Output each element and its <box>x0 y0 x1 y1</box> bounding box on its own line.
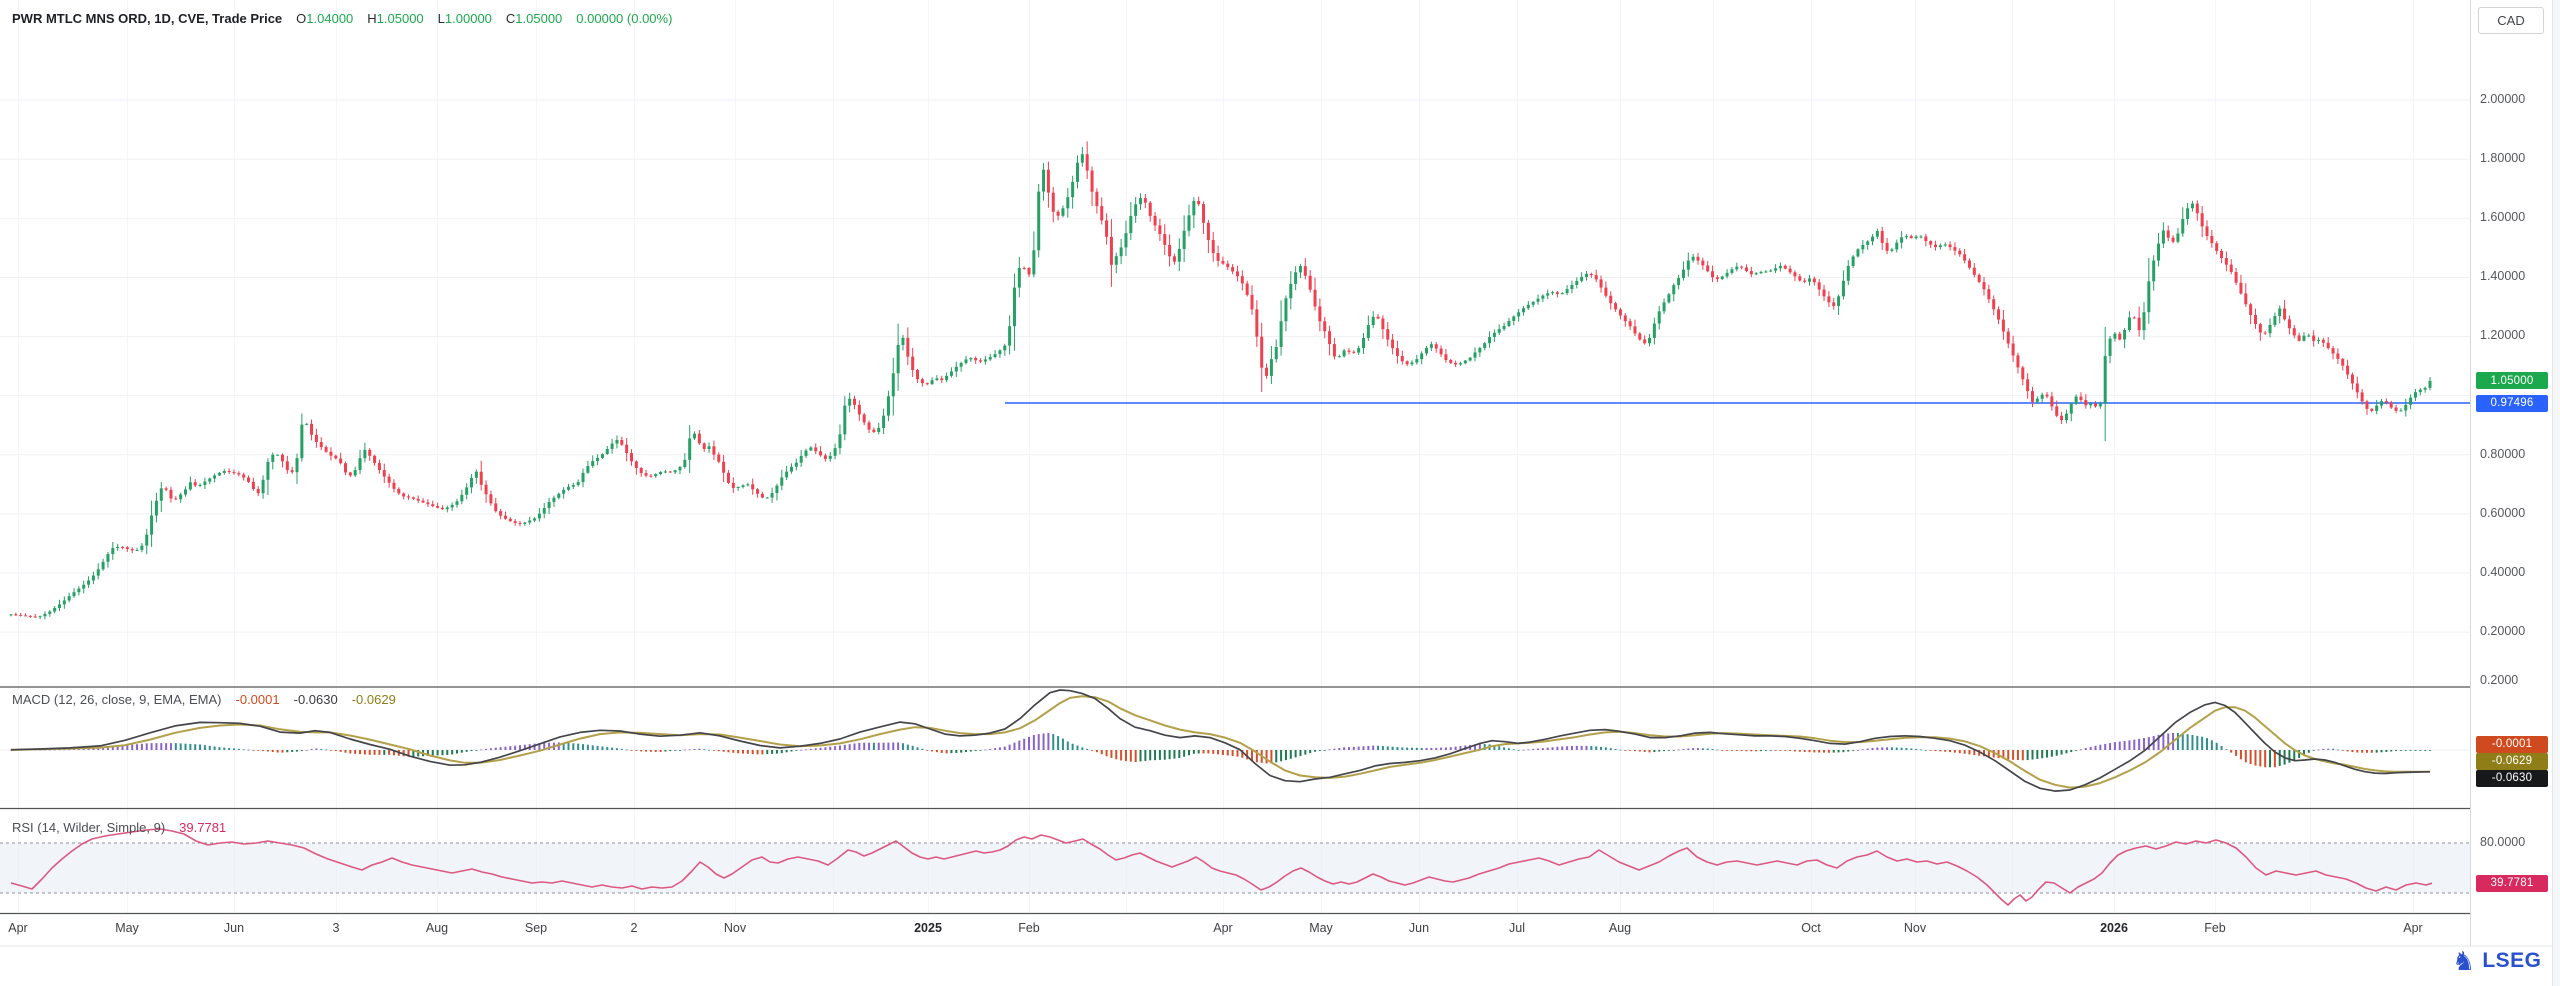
macd-hist-badge: -0.0001 <box>2476 735 2548 753</box>
instrument-legend[interactable]: PWR MTLC MNS ORD, 1D, CVE, Trade Price O… <box>12 11 672 26</box>
time-tick-year: 2026 <box>2100 921 2128 935</box>
ohlc-open: O1.04000 <box>296 11 354 26</box>
time-tick: Aug <box>1608 921 1632 935</box>
time-tick: Aug <box>425 921 449 935</box>
rsi-axis-label: 80.0000 <box>2480 835 2526 849</box>
macd-line <box>10 689 2431 792</box>
macd-signal-line <box>10 695 2430 789</box>
time-tick: 3 <box>332 921 340 935</box>
time-tick: Oct <box>1801 921 1821 935</box>
time-tick: Sep <box>524 921 548 935</box>
time-tick: May <box>1309 921 1333 935</box>
time-tick: Jul <box>1509 921 1525 935</box>
rsi-label: RSI (14, Wilder, Simple, 9) <box>12 820 166 835</box>
time-tick: Nov <box>1903 921 1927 935</box>
time-tick: Jun <box>223 921 245 935</box>
price-axis-label: 0.60000 <box>2480 505 2526 520</box>
time-axis[interactable]: Apr May Jun 3 Aug Sep 2 Nov 2025 Feb Apr May Jun Jul A… <box>0 921 2470 941</box>
time-tick: Feb <box>2204 921 2226 935</box>
time-tick: 2 <box>630 921 638 935</box>
macd-histogram <box>10 732 2431 768</box>
price-axis-label: 1.60000 <box>2480 210 2526 225</box>
price-axis-label: 1.80000 <box>2480 151 2526 166</box>
rsi-line <box>10 828 2433 906</box>
time-tick: Feb <box>1018 921 1040 935</box>
price-axis-label: 1.20000 <box>2480 328 2526 343</box>
macd-hist-value: -0.0001 <box>235 692 280 707</box>
lseg-logo-text: LSEG <box>2482 949 2542 972</box>
scrollbar[interactable] <box>2552 0 2560 986</box>
macd-line-value: -0.0630 <box>293 692 338 707</box>
macd-label: MACD (12, 26, close, 9, EMA, EMA) <box>12 692 222 707</box>
candlestick-series <box>9 141 2432 620</box>
macd-signal-badge: -0.0629 <box>2476 752 2548 770</box>
rsi-band <box>0 843 2470 893</box>
price-axis-label: 0.20000 <box>2480 624 2526 639</box>
currency-selector[interactable]: CAD <box>2478 7 2544 34</box>
time-tick: Apr <box>8 921 28 935</box>
ohlc-high: H1.05000 <box>367 11 424 26</box>
price-axis[interactable]: CAD 2.00000 1.80000 1.60000 1.40000 1.20000 0… <box>2470 0 2552 986</box>
lseg-crest-icon: ♞ <box>2452 946 2476 976</box>
last-price-badge: 1.05000 <box>2476 372 2548 390</box>
price-axis-label: 2.00000 <box>2480 92 2526 106</box>
rsi-badge: 39.7781 <box>2476 874 2548 892</box>
time-tick: Apr <box>1213 921 1233 935</box>
ohlc-close: C1.05000 <box>505 11 563 26</box>
time-tick: Jun <box>1408 921 1430 935</box>
time-tick: Nov <box>723 921 747 935</box>
macd-signal-value: -0.0629 <box>351 692 396 707</box>
lseg-logo: ♞ LSEG <box>2452 948 2542 974</box>
ohlc-low: L1.00000 <box>437 11 492 26</box>
rsi-value: 39.7781 <box>179 820 227 835</box>
instrument-title: PWR MTLC MNS ORD, 1D, CVE, Trade Price <box>12 11 283 26</box>
price-change: 0.00000 (0.00%) <box>576 11 673 26</box>
macd-line-badge: -0.0630 <box>2476 769 2548 787</box>
price-axis-label: 0.80000 <box>2480 446 2526 461</box>
macd-axis-label: 0.2000 <box>2480 673 2519 687</box>
time-tick-year: 2025 <box>914 921 942 935</box>
price-axis-label: 1.40000 <box>2480 269 2526 284</box>
time-tick: May <box>115 921 139 935</box>
time-tick: Apr <box>2403 921 2423 935</box>
macd-legend[interactable]: MACD (12, 26, close, 9, EMA, EMA) -0.000… <box>12 692 396 707</box>
rsi-legend[interactable]: RSI (14, Wilder, Simple, 9) 39.7781 <box>12 820 226 835</box>
support-price-badge: 0.97496 <box>2476 394 2548 412</box>
price-axis-label: 0.40000 <box>2480 564 2526 579</box>
